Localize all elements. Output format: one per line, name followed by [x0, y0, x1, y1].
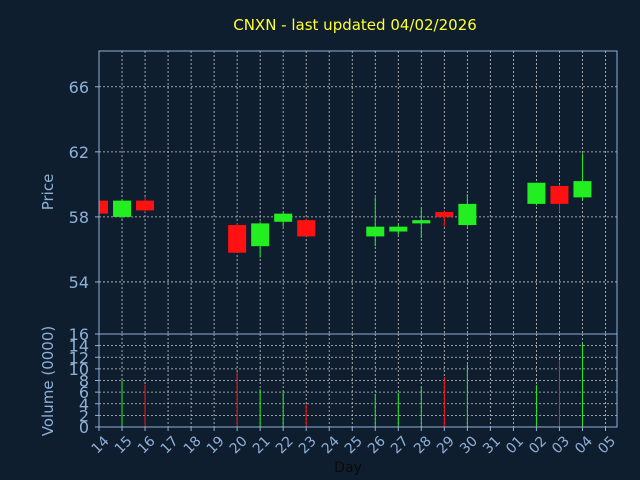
- volume-layer: [121, 343, 583, 427]
- volume-tick-label: 12: [69, 348, 89, 367]
- candle-body: [297, 220, 316, 237]
- x-tick-label: 15: [112, 433, 136, 457]
- grid-layer: [99, 51, 617, 427]
- candle-body: [99, 200, 108, 214]
- candle-body: [527, 182, 546, 204]
- x-tick-label: 28: [411, 433, 435, 457]
- volume-tick-label: 0: [79, 418, 89, 437]
- x-tick-label: 16: [135, 433, 159, 457]
- candle-body: [228, 225, 247, 253]
- volume-tick-label: 8: [79, 372, 89, 391]
- volume-tick-label: 14: [69, 337, 89, 356]
- volume-tick-label: 16: [69, 325, 89, 344]
- price-tick-label: 66: [69, 78, 89, 97]
- chart-title: CNXN - last updated 04/02/2026: [233, 16, 477, 34]
- candle-body: [136, 200, 155, 211]
- x-tick-label: 26: [365, 433, 389, 457]
- volume-tick-label: 10: [69, 360, 89, 379]
- candle-layer: [98, 153, 592, 258]
- x-tick-label: 18: [181, 433, 205, 457]
- x-tick-label: 25: [342, 433, 366, 457]
- x-tick-label: 31: [480, 433, 504, 457]
- candle-body: [389, 226, 408, 232]
- x-tick-label: 17: [158, 433, 182, 457]
- candle-body: [113, 200, 132, 217]
- volume-tick-label: 4: [79, 395, 89, 414]
- x-tick-label: 20: [227, 433, 251, 457]
- x-tick-label: 23: [296, 433, 320, 457]
- x-tick-label: 21: [250, 433, 274, 457]
- volume-panel-frame: [98, 333, 618, 428]
- x-tick-label: 22: [273, 433, 297, 457]
- x-tick-label: 19: [204, 433, 228, 457]
- candle-body: [251, 223, 270, 247]
- candle-body: [274, 213, 293, 222]
- candle-body: [412, 220, 431, 224]
- x-tick-label: 03: [549, 433, 573, 457]
- x-tick-label: 01: [503, 433, 527, 457]
- candle-body: [550, 185, 569, 204]
- x-tick-label: 29: [434, 433, 458, 457]
- candle-body: [458, 203, 477, 226]
- x-axis-label: Day: [334, 460, 362, 476]
- price-tick-label: 54: [69, 273, 89, 292]
- x-tick-label: 05: [595, 433, 619, 457]
- x-tick-label: 27: [388, 433, 412, 457]
- candle-body: [435, 212, 454, 217]
- candle-body: [573, 181, 592, 198]
- x-tick-label: 24: [319, 433, 343, 457]
- label-layer: 14 15 16 17 18 19 20 21 22 23 24 25 26 27 28 29 30 31 01 02…: [69, 78, 619, 457]
- x-tick-label: 02: [526, 433, 550, 457]
- x-tick-label: 30: [457, 433, 481, 457]
- candle-body: [366, 226, 385, 237]
- price-tick-label: 62: [69, 143, 89, 162]
- price-axis-label: Price: [39, 174, 57, 211]
- frame-layer: [95, 50, 618, 431]
- x-tick-label: 14: [89, 433, 113, 457]
- volume-axis-label: Volume (0000): [39, 326, 57, 436]
- volume-tick-label: 6: [79, 383, 89, 402]
- x-tick-label: 04: [572, 433, 596, 457]
- volume-tick-label: 2: [79, 406, 89, 425]
- price-tick-label: 58: [69, 208, 89, 227]
